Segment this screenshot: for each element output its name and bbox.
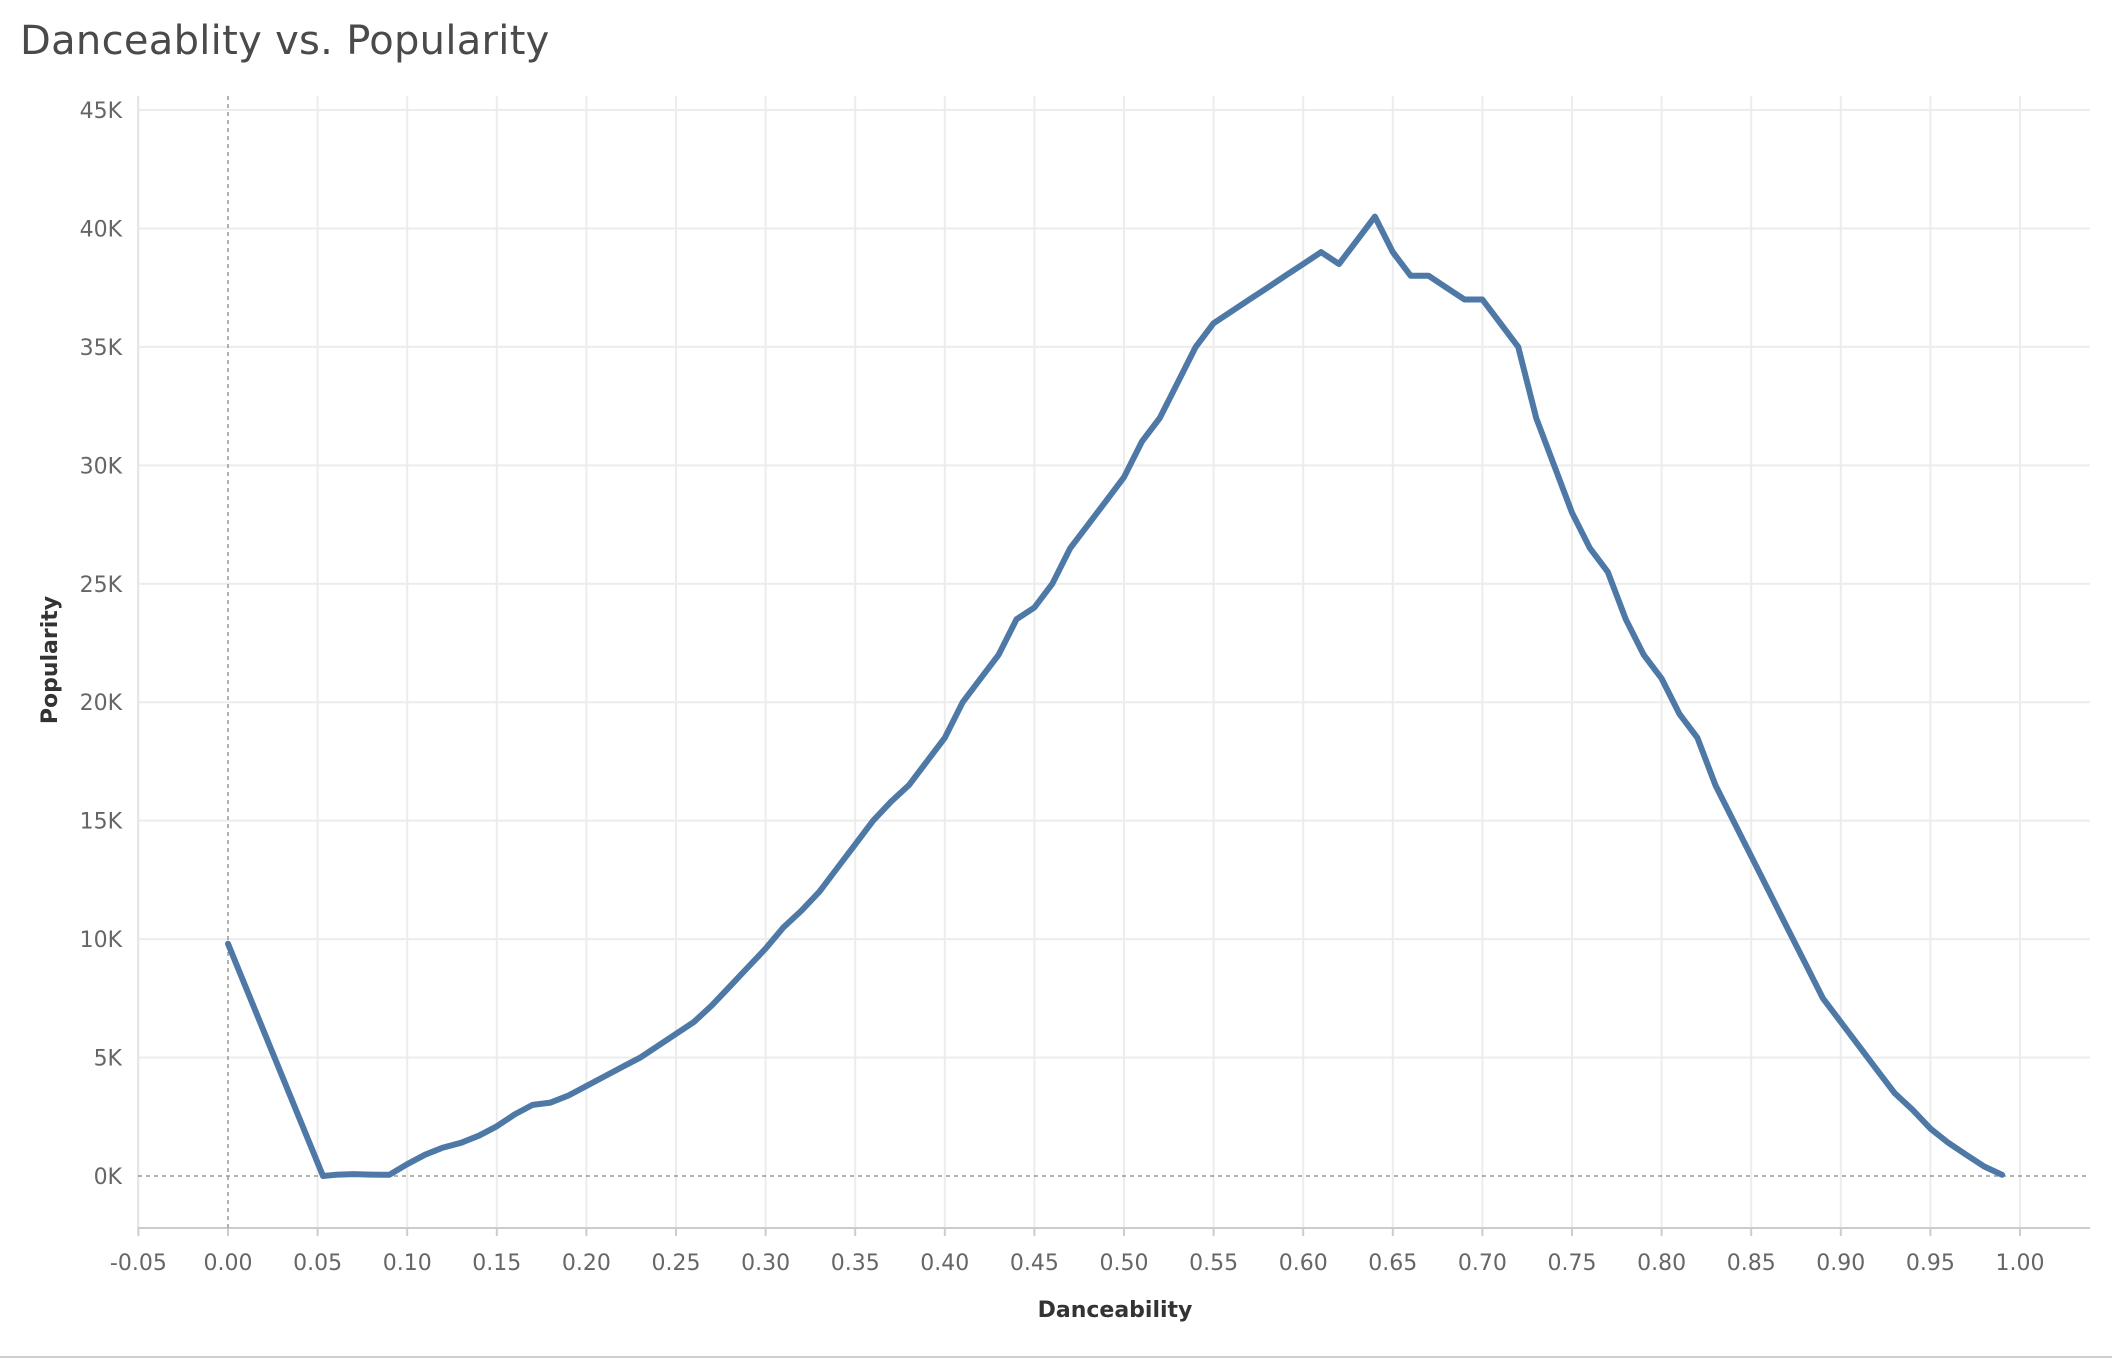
axes: [137, 96, 2090, 1236]
x-tick-label: 0.80: [1637, 1251, 1686, 1276]
y-axis-label: Popularity: [38, 596, 63, 724]
y-tick-label: 45K: [80, 99, 123, 124]
x-tick-label: 0.00: [204, 1251, 253, 1276]
x-axis-label: Danceability: [1038, 1298, 1193, 1323]
x-tick-label: 0.50: [1100, 1251, 1149, 1276]
y-tick-label: 35K: [80, 336, 123, 361]
y-tick-label: 20K: [80, 691, 123, 716]
x-tick-label: 0.45: [1010, 1251, 1059, 1276]
chart-title: Danceablity vs. Popularity: [20, 18, 550, 64]
series-line: [225, 213, 2006, 1179]
x-tick-label: 0.70: [1458, 1251, 1507, 1276]
y-tick-label: 40K: [80, 217, 123, 242]
x-tick-label: 0.65: [1368, 1251, 1417, 1276]
x-tick-label: 0.95: [1906, 1251, 1955, 1276]
y-tick-label: 30K: [80, 454, 123, 479]
y-tick-label: 0K: [94, 1165, 123, 1190]
grid: [137, 96, 2090, 1228]
x-tick-label: 0.25: [652, 1251, 701, 1276]
y-tick-label: 10K: [80, 928, 123, 953]
x-tick-label: 0.55: [1189, 1251, 1238, 1276]
x-tick-label: -0.05: [110, 1251, 167, 1276]
tick-labels: -0.05 0.00 0.05 0.10 0.15 0.20 0.25 0.30 0.35 0.4…: [80, 99, 2045, 1276]
x-tick-label: 0.90: [1816, 1251, 1865, 1276]
x-tick-label: 0.30: [741, 1251, 790, 1276]
x-tick-label: 0.20: [562, 1251, 611, 1276]
x-tick-label: 0.05: [293, 1251, 342, 1276]
x-tick-label: 0.35: [831, 1251, 880, 1276]
series: [225, 213, 2006, 1179]
bottom-divider: [0, 1356, 2112, 1358]
x-tick-label: 0.15: [472, 1251, 521, 1276]
x-tick-label: 0.85: [1727, 1251, 1776, 1276]
x-tick-label: 0.75: [1548, 1251, 1597, 1276]
x-tick-label: 0.60: [1279, 1251, 1328, 1276]
y-tick-label: 25K: [80, 573, 123, 598]
x-tick-label: 0.40: [920, 1251, 969, 1276]
x-tick-label: 0.10: [383, 1251, 432, 1276]
y-tick-label: 5K: [94, 1047, 123, 1072]
y-tick-label: 15K: [80, 810, 123, 835]
x-tick-label: 1.00: [1996, 1251, 2045, 1276]
